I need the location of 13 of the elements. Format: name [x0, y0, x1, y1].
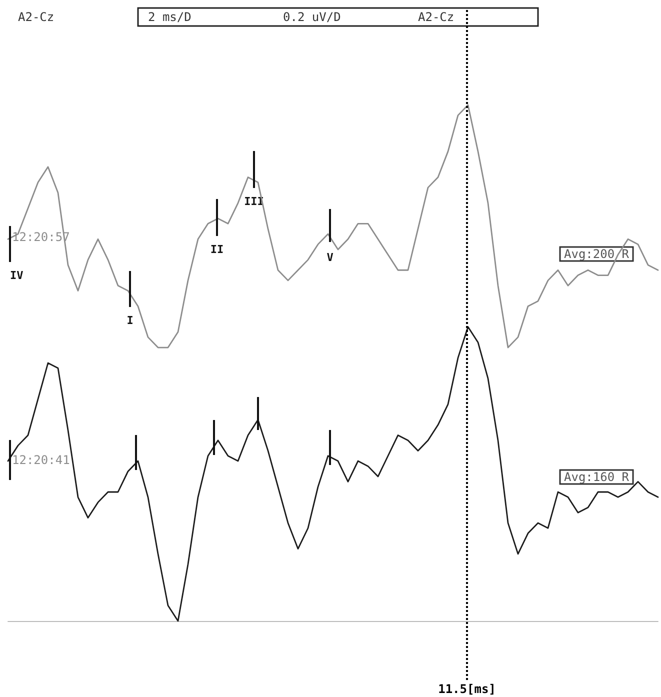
- text: A2-Cz: [18, 10, 54, 24]
- text: A2-Cz: [418, 10, 454, 24]
- annotation: Avg:200 R: [564, 247, 630, 261]
- text: 0.2 uV/D: [283, 10, 341, 24]
- text: 11.5[ms]: [438, 682, 496, 696]
- annotation: IV: [10, 269, 24, 282]
- annotation: V: [326, 251, 334, 264]
- annotation: III: [244, 195, 264, 208]
- annotation: 12:20:41: [12, 453, 70, 467]
- text: 2 ms/D: [148, 10, 192, 24]
- annotation: I: [126, 314, 134, 327]
- annotation: Avg:160 R: [564, 470, 630, 484]
- annotation: II: [210, 243, 224, 256]
